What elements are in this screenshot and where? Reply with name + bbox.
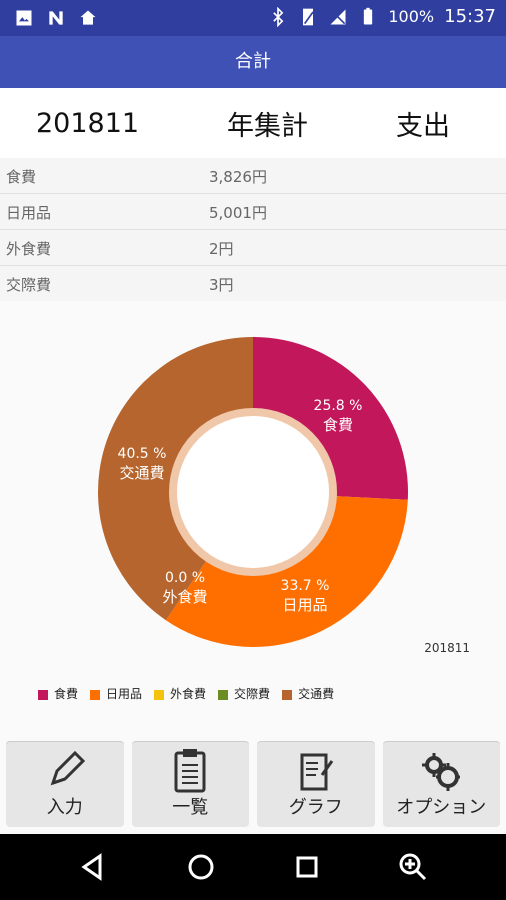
list-item[interactable]: 食費 3,826円 [0,158,506,194]
recents-icon[interactable] [290,850,324,884]
donut-svg: 25.8 % 食費 33.7 % 日用品 0.0 % 外食費 40.5 % 交通費 [98,337,409,647]
chart-subtitle: 201811 [424,641,470,655]
slice-label: 25.8 % 食費 [314,398,363,434]
slice-percent: 40.5 % [118,446,167,462]
category-amount: 3円 [209,276,234,294]
slice-交通費[interactable] [98,337,253,621]
app-bar: 合計 [0,36,506,88]
legend-swatch [154,689,165,700]
slice-name: 食費 [323,416,353,434]
legend-label: 外食費 [170,687,207,701]
slice-日用品[interactable] [165,496,408,647]
legend-item: 交際費 [218,685,270,702]
clipboard-icon [174,749,206,793]
list-item[interactable]: 外食費 2円 [0,230,506,266]
category-amount: 3,826円 [209,168,267,186]
entry-type: 支出 [395,110,450,142]
chart-legend: 食費 日用品 外食費 交際費 交通費 [38,685,334,702]
category-amount: 2円 [209,240,234,258]
legend-swatch [282,689,293,700]
status-bar: 100% 15:37 [0,0,506,36]
slice-label: 0.0 % 外食費 [162,570,207,606]
notebook-icon [300,753,333,791]
graph-button[interactable]: グラフ [257,741,375,827]
image-icon [16,10,32,26]
legend-swatch [90,689,101,700]
slice-name: 日用品 [282,596,327,614]
legend-label: 食費 [54,687,79,701]
legend-swatch [38,689,48,700]
page-title: 合計 [235,51,271,72]
category-name: 日用品 [6,204,52,222]
input-label: 入力 [46,797,83,818]
list-item[interactable]: 日用品 5,001円 [0,194,506,230]
input-button[interactable]: 入力 [6,741,124,827]
aggregation-mode: 年集計 [227,110,309,142]
sim-icon [303,8,315,25]
android-navbar [0,834,506,900]
house-icon [80,10,96,25]
summary-header: 201811 年集計 支出 [0,88,506,158]
list-item[interactable]: 交際費 3円 [0,266,506,301]
category-name: 外食費 [6,240,52,258]
clock: 15:37 [444,6,496,27]
pencil-icon [50,750,85,786]
category-list: 食費 3,826円 日用品 5,001円 外食費 2円 交際費 3円 [0,158,506,301]
options-button[interactable]: オプション [382,741,500,827]
legend-item: 交通費 [282,685,334,702]
slice-label: 33.7 % 日用品 [281,578,330,614]
n-icon [49,11,63,25]
zoom-icon[interactable] [396,850,430,884]
slice-name: 外食費 [162,588,207,606]
options-label: オプション [396,797,487,818]
donut-hole [169,408,337,576]
gears-icon [422,753,461,791]
list-label: 一覧 [172,797,209,818]
donut-chart: 25.8 % 食費 33.7 % 日用品 0.0 % 外食費 40.5 % 交通費 [0,300,506,680]
battery-icon [364,7,373,24]
bluetooth-icon [273,6,284,27]
no-signal-icon [330,9,346,24]
slice-percent: 33.7 % [281,578,330,594]
legend-label: 交通費 [298,687,335,701]
category-name: 交際費 [6,276,52,294]
bottom-toolbar: 入力 一覧 グラフ オプション [6,741,500,827]
list-button[interactable]: 一覧 [131,741,249,827]
battery-percent: 100% [388,7,435,26]
legend-item: 日用品 [90,685,142,702]
legend-item: 食費 [38,685,78,702]
graph-label: グラフ [288,797,343,818]
legend-label: 日用品 [106,687,143,701]
legend-item: 外食費 [154,685,206,702]
slice-label: 40.5 % 交通費 [118,446,167,482]
back-icon[interactable] [76,850,110,884]
legend-label: 交際費 [234,687,271,701]
period: 201811 [36,107,140,139]
category-name: 食費 [6,168,37,186]
slice-食費[interactable] [253,337,409,500]
slice-percent: 0.0 % [165,570,205,586]
legend-swatch [218,689,229,700]
slice-percent: 25.8 % [314,398,363,414]
category-amount: 5,001円 [209,204,267,222]
slice-name: 交通費 [119,464,164,482]
home-icon[interactable] [184,850,218,884]
